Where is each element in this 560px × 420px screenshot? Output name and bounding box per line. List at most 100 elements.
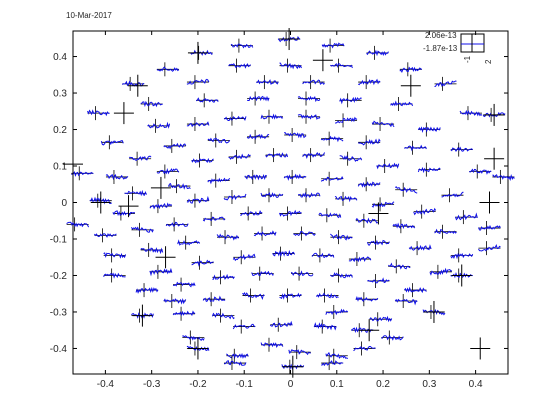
sensor-trace xyxy=(272,249,296,258)
sensor-trace xyxy=(316,292,339,299)
sensor-glyph xyxy=(103,268,126,283)
sensor-glyph xyxy=(371,197,395,212)
sensor-trace xyxy=(290,270,314,277)
sensor-trace xyxy=(156,168,180,175)
sensor-trace xyxy=(366,239,390,246)
sensor-trace xyxy=(172,310,196,317)
sensor-trace xyxy=(156,66,180,72)
sensor-trace xyxy=(408,244,432,251)
sensor-glyph xyxy=(283,169,307,184)
sensor-trace xyxy=(207,177,231,185)
sensor-trace xyxy=(454,212,478,221)
sensor-glyph xyxy=(130,222,154,237)
sensor-glyph xyxy=(269,317,293,332)
sensor-trace xyxy=(434,80,457,88)
sensor-trace xyxy=(212,273,235,280)
sensor-trace xyxy=(260,192,284,198)
sensor-glyph xyxy=(251,266,274,281)
sensor-glyph xyxy=(297,109,321,124)
sensor-trace xyxy=(202,216,226,222)
sensor-glyph xyxy=(140,242,164,257)
sensor-trace xyxy=(246,133,270,140)
sensor-glyph xyxy=(94,228,117,243)
sensor-trace xyxy=(165,221,189,227)
sensor-glyph xyxy=(173,277,196,292)
sensor-trace xyxy=(232,323,256,330)
sensor-trace xyxy=(94,233,117,238)
sensor-trace xyxy=(321,360,344,367)
scale-xmax-label: 2 xyxy=(484,59,493,64)
sensor-trace xyxy=(87,109,110,117)
sensor-glyph xyxy=(121,76,145,91)
sensor-glyph xyxy=(103,248,127,263)
sensor-trace xyxy=(223,193,247,201)
sensor-glyph xyxy=(293,226,316,241)
sensor-trace xyxy=(279,62,302,70)
sensor-glyph xyxy=(450,142,474,157)
sensor-trace xyxy=(450,146,474,153)
sensor-trace xyxy=(105,173,129,180)
sensor-trace xyxy=(211,312,235,320)
sensor-trace xyxy=(325,351,349,360)
sensor-glyph xyxy=(135,283,159,298)
sensor-glyph xyxy=(211,308,235,323)
sensor-glyph xyxy=(492,169,515,184)
sensor-glyph xyxy=(454,210,478,225)
sensor-glyph xyxy=(369,312,393,327)
sensor-glyph xyxy=(394,182,418,197)
sensor-glyph xyxy=(242,288,265,303)
sensor-trace xyxy=(348,256,372,263)
sensor-glyph xyxy=(353,341,376,356)
x-tick-label: 0.2 xyxy=(376,379,390,390)
sensor-glyph xyxy=(330,230,353,245)
sensor-glyph xyxy=(100,135,124,150)
sensor-trace xyxy=(163,298,187,305)
sensor-trace xyxy=(459,109,483,117)
sensor-glyph xyxy=(311,248,335,263)
sensor-trace xyxy=(302,151,326,159)
sensor-trace xyxy=(103,252,127,259)
sensor-trace xyxy=(381,335,404,341)
sensor-glyph xyxy=(320,171,344,186)
sensor-glyph xyxy=(381,330,404,345)
sensor-trace xyxy=(269,320,293,328)
sensor-glyph xyxy=(330,268,353,283)
sensor-glyph xyxy=(450,248,474,263)
sensor-trace xyxy=(224,360,247,366)
sensor-trace xyxy=(260,113,284,120)
sensor-glyph xyxy=(87,106,110,121)
sensor-glyph xyxy=(228,149,251,164)
sensor-trace xyxy=(256,79,279,85)
sensor-glyph xyxy=(246,129,270,144)
sensor-trace xyxy=(358,138,381,146)
sensor-trace xyxy=(202,295,226,303)
sensor-glyph xyxy=(207,133,231,148)
sensor-glyph xyxy=(288,345,311,360)
sensor-glyph xyxy=(367,273,390,288)
sensor-glyph xyxy=(330,58,353,73)
sensor-trace xyxy=(100,140,124,146)
sensor-glyph xyxy=(357,75,381,90)
sensor-glyph xyxy=(228,58,251,73)
sensor-glyph xyxy=(297,91,321,106)
sensor-trace xyxy=(196,97,219,103)
sensor-glyph xyxy=(376,159,400,174)
sensor-glyph xyxy=(247,91,270,106)
sensor-glyph xyxy=(302,75,325,90)
sensor-glyph xyxy=(335,113,358,128)
x-tick-label: 0.1 xyxy=(330,379,344,390)
sensor-trace xyxy=(357,181,381,188)
y-tick-label: -0.4 xyxy=(50,344,68,355)
sensor-glyph xyxy=(325,304,349,319)
sensor-glyph xyxy=(207,173,231,188)
y-axis-ticks: -0.4 -0.3 -0.2 -0.1 0 0.1 0.2 0.3 0.4 xyxy=(50,52,508,355)
sensor-trace xyxy=(335,116,358,124)
sensor-trace xyxy=(334,195,358,203)
x-tick-label: -0.1 xyxy=(236,379,254,390)
sensor-glyph xyxy=(321,38,345,53)
sensor-glyph xyxy=(279,288,302,303)
sensor-glyph xyxy=(260,337,284,352)
sensor-trace xyxy=(103,272,126,279)
scale-ymin-label: -1.87e-13 xyxy=(423,44,458,53)
